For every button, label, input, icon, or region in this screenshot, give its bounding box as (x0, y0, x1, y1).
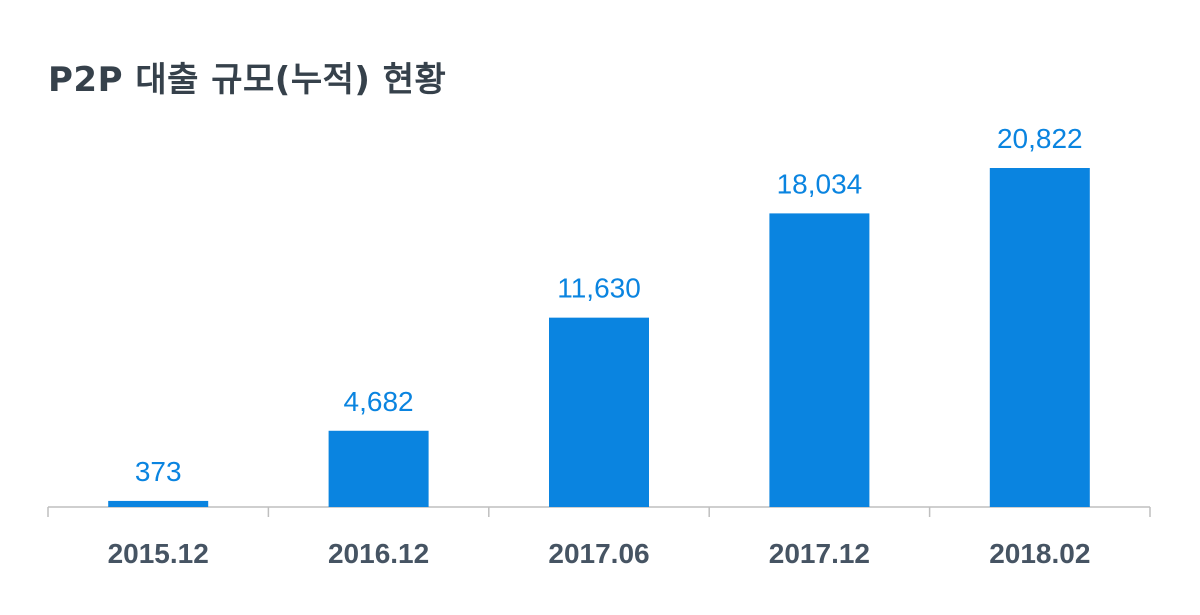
data-label-2017.12: 18,034 (777, 168, 863, 199)
bar-2017.12 (769, 213, 870, 507)
chart-title: P2P 대출 규모(누적) 현황 (48, 60, 447, 100)
bar-2018.02 (989, 168, 1090, 507)
x-tick-label-2015.12: 2015.12 (108, 538, 209, 569)
data-label-2017.06: 11,630 (557, 273, 641, 304)
bar-2015.12 (108, 500, 209, 507)
data-label-2016.12: 4,682 (344, 386, 414, 417)
x-tick-label-2016.12: 2016.12 (328, 538, 429, 569)
data-label-2018.02: 20,822 (997, 123, 1083, 154)
bar-2017.06 (549, 317, 649, 507)
data-label-2015.12: 373 (135, 456, 182, 487)
x-tick-label-2017.06: 2017.06 (548, 538, 649, 569)
x-tick-label-2017.12: 2017.12 (769, 538, 870, 569)
bar-2016.12 (328, 430, 429, 507)
x-tick-label-2018.02: 2018.02 (989, 538, 1090, 569)
